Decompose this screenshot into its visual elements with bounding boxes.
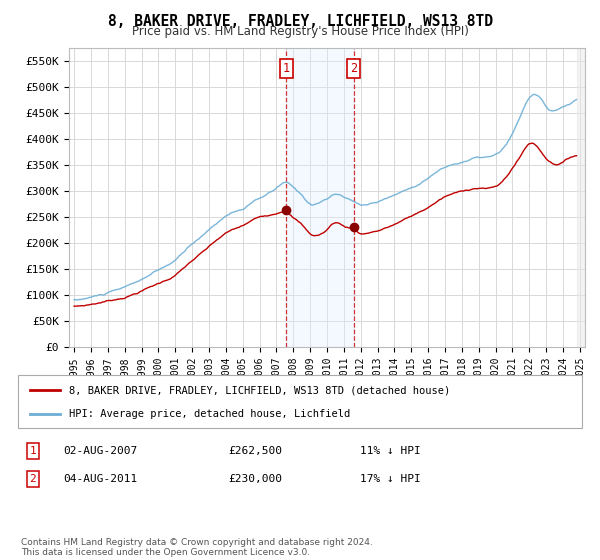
Text: 8, BAKER DRIVE, FRADLEY, LICHFIELD, WS13 8TD: 8, BAKER DRIVE, FRADLEY, LICHFIELD, WS13… [107, 14, 493, 29]
Text: 04-AUG-2011: 04-AUG-2011 [63, 474, 137, 484]
Text: 8, BAKER DRIVE, FRADLEY, LICHFIELD, WS13 8TD (detached house): 8, BAKER DRIVE, FRADLEY, LICHFIELD, WS13… [69, 385, 450, 395]
Text: £262,500: £262,500 [228, 446, 282, 456]
Text: HPI: Average price, detached house, Lichfield: HPI: Average price, detached house, Lich… [69, 408, 350, 418]
Bar [286, 48, 353, 347]
Text: 17% ↓ HPI: 17% ↓ HPI [360, 474, 421, 484]
Text: Price paid vs. HM Land Registry's House Price Index (HPI): Price paid vs. HM Land Registry's House … [131, 25, 469, 38]
Text: Contains HM Land Registry data © Crown copyright and database right 2024.
This d: Contains HM Land Registry data © Crown c… [21, 538, 373, 557]
Text: 2: 2 [29, 474, 37, 484]
Text: £230,000: £230,000 [228, 474, 282, 484]
Text: 02-AUG-2007: 02-AUG-2007 [63, 446, 137, 456]
Text: 11% ↓ HPI: 11% ↓ HPI [360, 446, 421, 456]
Text: 2: 2 [350, 62, 357, 75]
Text: 1: 1 [29, 446, 37, 456]
Text: 1: 1 [283, 62, 290, 75]
